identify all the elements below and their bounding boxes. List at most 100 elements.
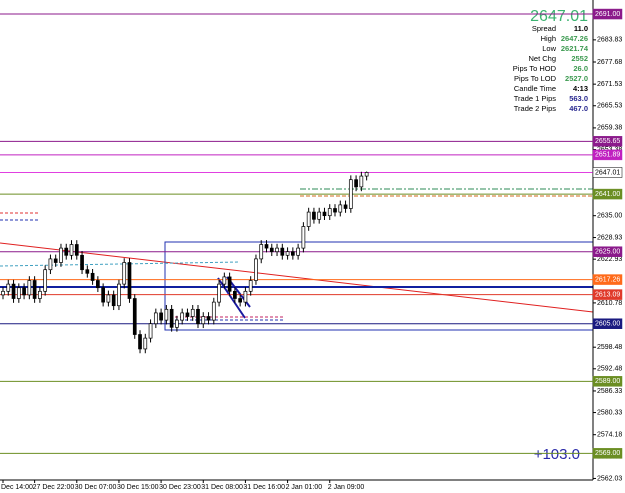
y-tick-label: 2683.83	[597, 37, 622, 44]
x-tick-label: Dec 14:00	[1, 484, 33, 491]
x-tick-label: 30 Dec 23:00	[159, 484, 201, 491]
candle-body	[122, 262, 127, 285]
y-tick-label: 2659.38	[597, 125, 622, 132]
current-price: 2647.01	[530, 8, 588, 25]
y-tick-label: 2562.03	[597, 475, 622, 482]
candle-body	[359, 175, 364, 188]
info-value: 4:13	[573, 84, 588, 93]
candle-body	[296, 247, 300, 256]
profit: +103.0	[534, 446, 580, 463]
info-label: Pips To HOD	[513, 64, 557, 73]
y-tick-label: 2665.53	[597, 103, 622, 110]
y-tick-label: 2598.48	[597, 344, 622, 351]
info-value: 2527.0	[565, 74, 588, 83]
info-label: Spread	[532, 24, 556, 33]
candle-body	[138, 334, 142, 350]
x-tick-label: 30 Dec 15:00	[117, 484, 159, 491]
candle-body	[180, 312, 185, 321]
x-tick-label: 31 Dec 08:00	[201, 484, 243, 491]
info-label: Net Chg	[528, 54, 556, 63]
candle-body	[153, 312, 158, 325]
candle-body	[32, 280, 37, 299]
candle-body	[106, 294, 111, 303]
candle-body	[185, 312, 190, 317]
candle-body	[343, 204, 348, 209]
info-label: High	[541, 34, 556, 43]
candle-body	[291, 251, 295, 256]
info-label: Trade 2 Pips	[514, 104, 556, 113]
candle-body	[117, 283, 121, 307]
candle-body	[22, 287, 26, 296]
level-box	[592, 167, 623, 178]
candle-body	[333, 208, 337, 213]
candle-body	[354, 179, 358, 188]
level-label: 2641.00	[595, 191, 620, 198]
y-tick-label: 2574.18	[597, 432, 622, 439]
info-label: Low	[542, 44, 556, 53]
candle-body	[96, 280, 100, 289]
level-label: 2605.00	[595, 321, 620, 328]
info-label: Pips To LOD	[514, 74, 557, 83]
candle-body	[285, 251, 290, 256]
level-box	[592, 318, 623, 329]
candle-body	[127, 262, 132, 299]
candle-body	[338, 204, 343, 213]
candle-body	[16, 287, 21, 299]
candle-body	[264, 244, 269, 249]
level-box	[592, 289, 623, 300]
info-value: 2647.26	[561, 34, 588, 43]
info-value: 563.0	[569, 94, 588, 103]
candle-body	[317, 211, 322, 220]
candle-body	[6, 283, 11, 292]
x-tick-label: 2 Jan 09:00	[328, 484, 365, 491]
level-label: 2613.09	[595, 291, 620, 298]
candle-body	[48, 258, 53, 271]
candle-body	[59, 247, 63, 263]
candle-body	[248, 280, 253, 292]
x-tick-label: 2 Jan 01:00	[286, 484, 323, 491]
candle-body	[348, 179, 353, 209]
candle-body	[1, 290, 5, 296]
candle-body	[259, 244, 264, 260]
candle-body	[322, 211, 327, 217]
candle-body	[169, 308, 174, 328]
candle-body	[69, 244, 74, 256]
y-tick-label: 2610.78	[597, 300, 622, 307]
level-box	[592, 448, 623, 459]
level-label: 2655.65	[595, 138, 620, 145]
level-box	[592, 136, 623, 147]
info-value: 11.0	[574, 24, 588, 33]
level-label: 2691.00	[595, 11, 620, 18]
y-tick-label: 2671.53	[597, 81, 622, 88]
candle-body	[85, 269, 90, 274]
candle-body	[53, 258, 58, 263]
info-value: 26.0	[573, 64, 588, 73]
candle-body	[254, 258, 258, 281]
y-tick-label: 2586.33	[597, 388, 622, 395]
level-box	[592, 274, 623, 285]
info-label: Trade 1 Pips	[514, 94, 556, 103]
candle-body	[211, 301, 216, 321]
info-value: 2552	[571, 54, 588, 63]
level-box	[592, 246, 623, 257]
candle-body	[306, 211, 311, 227]
dashed-line	[0, 261, 241, 267]
candle-body	[327, 208, 332, 217]
candle-body	[43, 269, 48, 292]
level-label: 2617.26	[595, 276, 620, 283]
candle-body	[269, 247, 274, 253]
info-value: 2621.74	[561, 44, 589, 53]
candle-body	[64, 247, 69, 256]
candle-body	[275, 247, 279, 253]
candle-body	[280, 247, 285, 256]
candle-body	[164, 308, 169, 321]
candle-body	[38, 290, 42, 299]
candle-body	[206, 316, 211, 321]
trend-line	[0, 242, 594, 313]
y-tick-label: 2592.48	[597, 366, 622, 373]
candle-body	[243, 290, 248, 303]
candle-body	[233, 290, 237, 299]
candle-body	[217, 283, 221, 303]
candle-body	[148, 323, 153, 339]
